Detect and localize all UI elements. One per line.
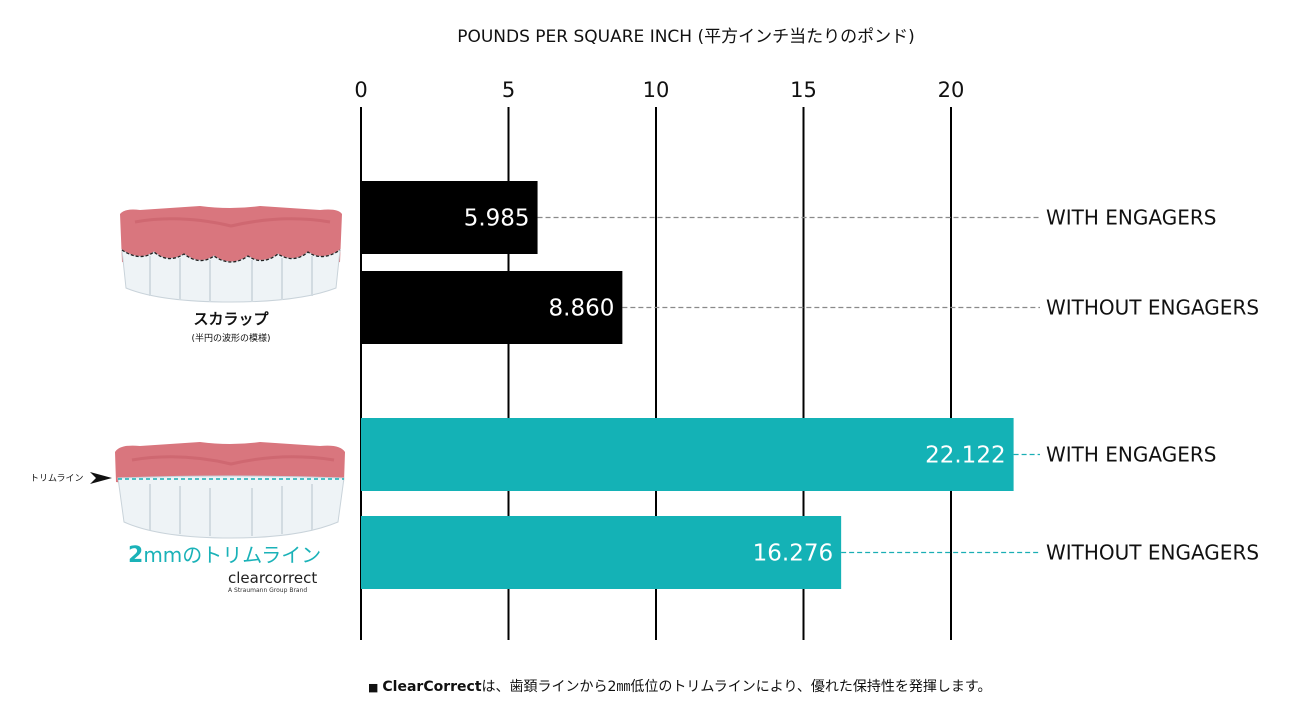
trimline-aligner-image: [90, 442, 345, 539]
series-label-without-engagers: WITHOUT ENGAGERS: [1046, 541, 1259, 565]
leader-lines: [537, 216, 1040, 554]
footnote-text: は、歯頚ラインから2㎜低位のトリムラインにより、優れた保持性を発揮します。: [482, 679, 992, 695]
bar-value-label: 22.122: [925, 443, 1005, 469]
series-label-with-engagers: WITH ENGAGERS: [1046, 443, 1216, 467]
footnote-bullet: ■: [368, 681, 378, 694]
tick-label-15: 15: [790, 78, 817, 102]
bar-trimline-with-engagers: [361, 418, 1014, 491]
scallop-sublabel: (半円の波形の模様): [191, 332, 270, 344]
bars: [361, 181, 1014, 589]
trimline-marker-label: トリムライン: [30, 473, 84, 484]
series-label-without-engagers: WITHOUT ENGAGERS: [1046, 296, 1259, 320]
axis-title: POUNDS PER SQUARE INCH (平方インチ当たりのポンド): [457, 27, 915, 47]
series-labels: WITH ENGAGERS WITHOUT ENGAGERS WITH ENGAGE…: [1046, 206, 1259, 565]
scallop-label: スカラップ: [193, 310, 269, 328]
clearcorrect-logo: clearcorrect: [228, 569, 317, 587]
tick-label-5: 5: [502, 78, 515, 102]
tick-labels: 0 5 10 15 20: [354, 78, 964, 102]
bar-value-label: 16.276: [753, 541, 833, 567]
bar-value-label: 5.985: [464, 206, 530, 232]
tick-label-10: 10: [643, 78, 670, 102]
scallop-aligner-image: [120, 206, 342, 303]
trimline-title-text: mmのトリムライン: [143, 543, 321, 567]
trimline-title: 2mmのトリムライン: [128, 543, 321, 568]
trimline-title-number: 2: [128, 543, 143, 568]
bar-scallop-without-engagers: [361, 271, 623, 344]
bar-trimline-without-engagers: [361, 516, 842, 589]
series-label-with-engagers: WITH ENGAGERS: [1046, 206, 1216, 230]
tick-label-20: 20: [938, 78, 965, 102]
bar-value-labels: 5.985 8.860 22.122 16.276: [464, 206, 1006, 567]
footnote-brand: ClearCorrect: [382, 679, 481, 695]
clearcorrect-tagline: A Straumann Group Brand: [228, 587, 307, 594]
footnote: ■ ClearCorrectは、歯頚ラインから2㎜低位のトリムラインにより、優れた…: [368, 679, 991, 695]
bar-scallop-with-engagers: [361, 181, 538, 254]
tick-label-0: 0: [354, 78, 367, 102]
bar-value-label: 8.860: [549, 296, 615, 322]
